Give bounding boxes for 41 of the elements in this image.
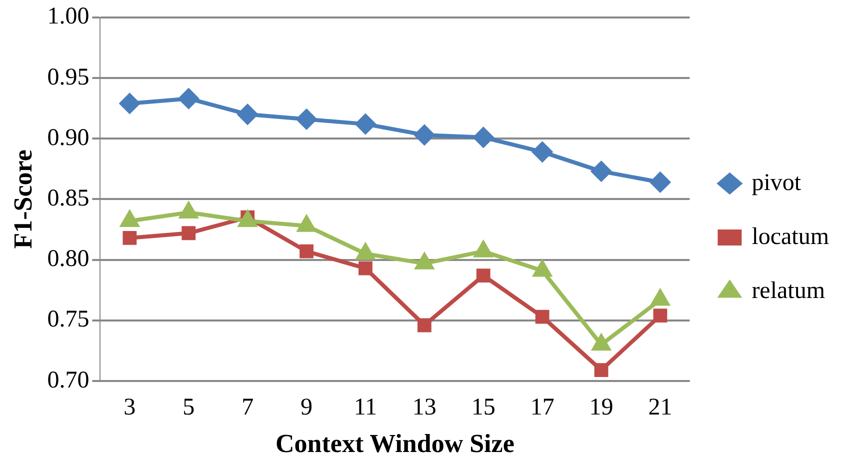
point	[476, 268, 490, 283]
point	[414, 124, 434, 145]
y-tick-label: 0.95	[47, 64, 90, 90]
y-tick-label: 0.70	[47, 367, 90, 394]
x-tick-label: 9	[300, 394, 313, 421]
legend-label: relatum	[752, 278, 826, 304]
y-axis-title: F1-Score	[8, 150, 38, 249]
point	[300, 244, 314, 258]
x-tick-label: 17	[530, 394, 554, 421]
point	[473, 127, 494, 148]
y-tick-label: 1.00	[47, 4, 90, 30]
x-tick-label: 15	[471, 394, 496, 421]
x-axis-title: Context Window Size	[276, 429, 514, 458]
point	[122, 231, 137, 245]
x-tick-label: 11	[354, 394, 378, 421]
y-tick-label: 0.90	[47, 124, 90, 151]
point	[653, 308, 668, 322]
point	[120, 93, 140, 114]
point	[238, 104, 258, 124]
point	[591, 161, 612, 182]
legend-label: locatum	[752, 224, 830, 250]
point	[650, 172, 670, 192]
x-tick-label: 7	[242, 394, 254, 421]
point	[535, 310, 550, 324]
point	[355, 114, 376, 134]
point	[417, 318, 432, 332]
point	[532, 142, 552, 162]
x-tick-label: 13	[412, 394, 436, 421]
point	[182, 226, 196, 240]
x-tick-label: 5	[182, 394, 195, 421]
x-tick-label: 21	[648, 394, 672, 421]
y-tick-label: 0.75	[47, 306, 90, 333]
x-tick-label: 19	[589, 394, 614, 421]
y-tick-label: 0.85	[47, 185, 90, 212]
legend-label: pivot	[752, 170, 802, 196]
point	[358, 261, 372, 276]
point	[296, 109, 317, 130]
y-tick-label: 0.80	[47, 246, 90, 272]
point	[594, 363, 608, 378]
point	[178, 88, 199, 109]
x-tick-label: 3	[124, 394, 136, 421]
